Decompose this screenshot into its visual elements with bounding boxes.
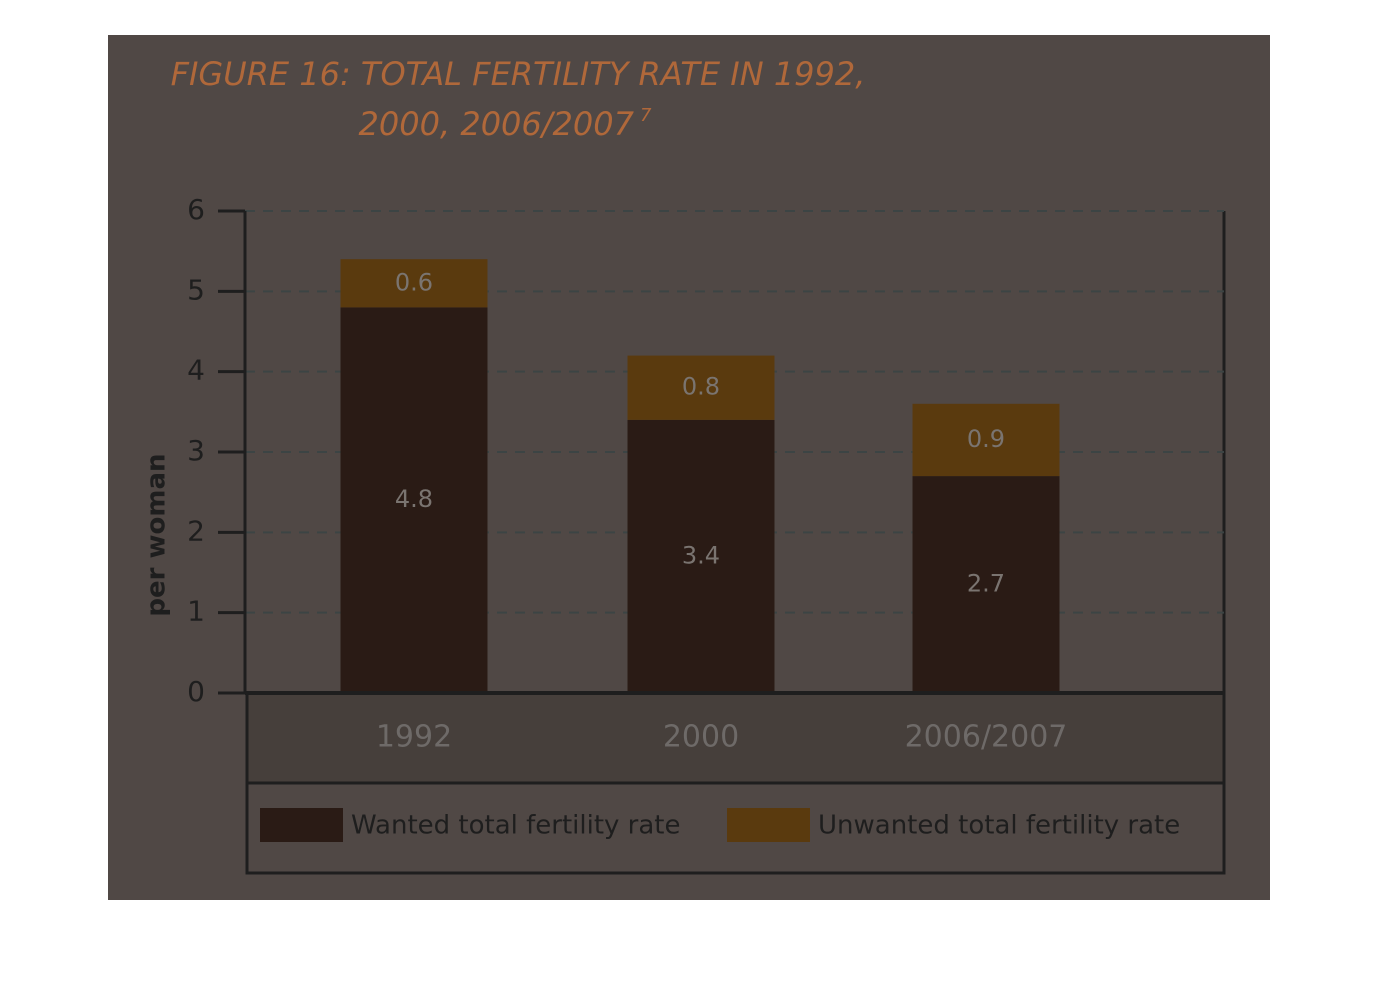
y-axis-label: per woman: [142, 453, 172, 616]
x-tick-label: 2000: [663, 720, 739, 755]
bar-segment: [627, 355, 775, 420]
bar-segment: [912, 403, 1060, 477]
bar-segment: [627, 419, 775, 693]
bar-segment: [340, 259, 488, 308]
y-tick-label: 5: [187, 273, 205, 306]
data-label: 2.7: [967, 570, 1005, 598]
y-tick-label: 4: [187, 354, 205, 387]
legend-label: Wanted total fertility rate: [351, 811, 681, 841]
legend-label: Unwanted total fertility rate: [818, 811, 1180, 841]
axis-band: [247, 695, 1224, 783]
x-tick-label: 2006/2007: [905, 720, 1068, 755]
y-tick-label: 1: [187, 595, 205, 628]
chart-title: 2000, 2006/2007 7: [359, 105, 652, 143]
chart-title: FIGURE 16: TOTAL FERTILITY RATE IN 1992,: [171, 55, 866, 93]
y-tick-label: 6: [187, 193, 205, 226]
y-tick-label: 3: [187, 434, 205, 467]
data-label: 3.4: [682, 541, 720, 569]
data-label: 0.6: [395, 268, 433, 296]
bar-segment: [912, 476, 1060, 693]
bar-segment: [340, 307, 488, 693]
x-tick-label: 1992: [376, 720, 452, 755]
data-label: 4.8: [395, 485, 433, 513]
legend-swatch: [727, 808, 810, 842]
y-tick-label: 2: [187, 514, 205, 547]
data-label: 0.8: [682, 373, 720, 401]
legend-swatch: [260, 808, 343, 842]
y-tick-label: 0: [187, 675, 205, 708]
chart-title-line: 2000, 2006/2007: [359, 105, 635, 143]
data-label: 0.9: [967, 425, 1005, 453]
title-note: 7: [640, 105, 652, 126]
